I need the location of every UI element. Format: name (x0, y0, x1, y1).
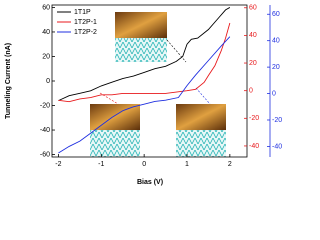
x-tick-label: 0 (142, 161, 146, 168)
chart: Tunneling Current (nA) Bias (V) -2 -1 0 1 2 -… (5, 4, 282, 186)
y-tick-label: -60 (40, 151, 50, 158)
series-line (58, 7, 231, 102)
connector (166, 39, 187, 63)
y-tick-label: 20 (42, 53, 50, 60)
insets (90, 12, 226, 157)
structure-image (90, 130, 140, 157)
y3-tick-label: 60 (272, 11, 280, 18)
y-tick-label: 0 (46, 78, 50, 85)
y-tick-label: 40 (42, 29, 50, 36)
y3-tick-label: 20 (272, 64, 280, 71)
y3-tick-label: 40 (272, 38, 280, 45)
stm-image (115, 12, 167, 38)
structure-image (115, 38, 167, 62)
stm-image (176, 104, 226, 130)
y2-tick-label: 40 (249, 32, 257, 39)
y2-tick-label: 60 (249, 5, 257, 12)
y3-tick-label: -20 (272, 117, 282, 124)
x-tick-label: 2 (228, 161, 232, 168)
x-tick-label: -2 (55, 161, 61, 168)
series-line (58, 36, 231, 154)
y-tick-label: -20 (40, 102, 50, 109)
y2-tick-label: -20 (249, 115, 259, 122)
y-tick-label: 60 (42, 4, 50, 11)
y-tick-label: -40 (40, 127, 50, 134)
series-line (58, 22, 231, 103)
y3-tick-label: 0 (272, 90, 276, 97)
y3-tick-label: -40 (272, 143, 282, 150)
legend-label: 1T1P (74, 9, 91, 16)
x-axis-label: Bias (V) (137, 179, 163, 186)
x-tick-label: -1 (98, 161, 104, 168)
structure-image (176, 130, 226, 157)
y2-tick-label: 0 (249, 88, 253, 95)
stm-image (90, 104, 140, 130)
legend-label: 1T2P-2 (74, 29, 97, 36)
connector (195, 87, 211, 105)
y2-tick-label: -40 (249, 143, 259, 150)
x-tick-label: 1 (185, 161, 189, 168)
y-axis-label: Tunneling Current (nA) (5, 43, 12, 119)
legend-label: 1T2P-1 (74, 19, 97, 26)
y2-tick-label: 20 (249, 60, 257, 67)
